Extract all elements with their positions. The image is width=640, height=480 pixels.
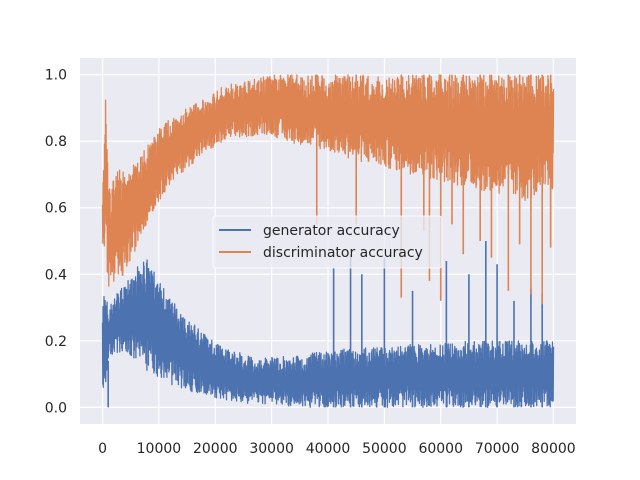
- x-tick-label: 0: [98, 441, 107, 457]
- x-axis-ticks: 0 10000 20000 30000 40000 50000 60000 70000 8000…: [98, 441, 576, 457]
- x-tick-label: 70000: [475, 441, 520, 457]
- x-tick-label: 30000: [249, 441, 294, 457]
- x-tick-label: 80000: [531, 441, 576, 457]
- x-tick-label: 60000: [418, 441, 463, 457]
- y-tick-label: 0.0: [45, 400, 67, 416]
- series-generator-accuracy: [101, 241, 555, 408]
- x-tick-label: 40000: [306, 441, 351, 457]
- x-tick-label: 50000: [362, 441, 407, 457]
- y-tick-label: 1.0: [45, 68, 67, 84]
- y-axis-ticks: 0.0 0.2 0.4 0.6 0.8 1.0: [45, 68, 67, 417]
- y-tick-label: 0.2: [45, 334, 67, 350]
- x-tick-label: 20000: [193, 441, 238, 457]
- legend-box: [212, 215, 443, 269]
- legend: generator accuracy discriminator accurac…: [212, 215, 443, 269]
- legend-label-discriminator: discriminator accuracy: [263, 245, 423, 261]
- y-tick-label: 0.6: [45, 201, 67, 217]
- series-trace: [101, 74, 555, 287]
- y-tick-label: 0.4: [45, 267, 67, 283]
- legend-label-generator: generator accuracy: [263, 223, 400, 239]
- y-tick-label: 0.8: [45, 134, 67, 150]
- x-tick-label: 10000: [137, 441, 182, 457]
- series-trace: [101, 259, 555, 408]
